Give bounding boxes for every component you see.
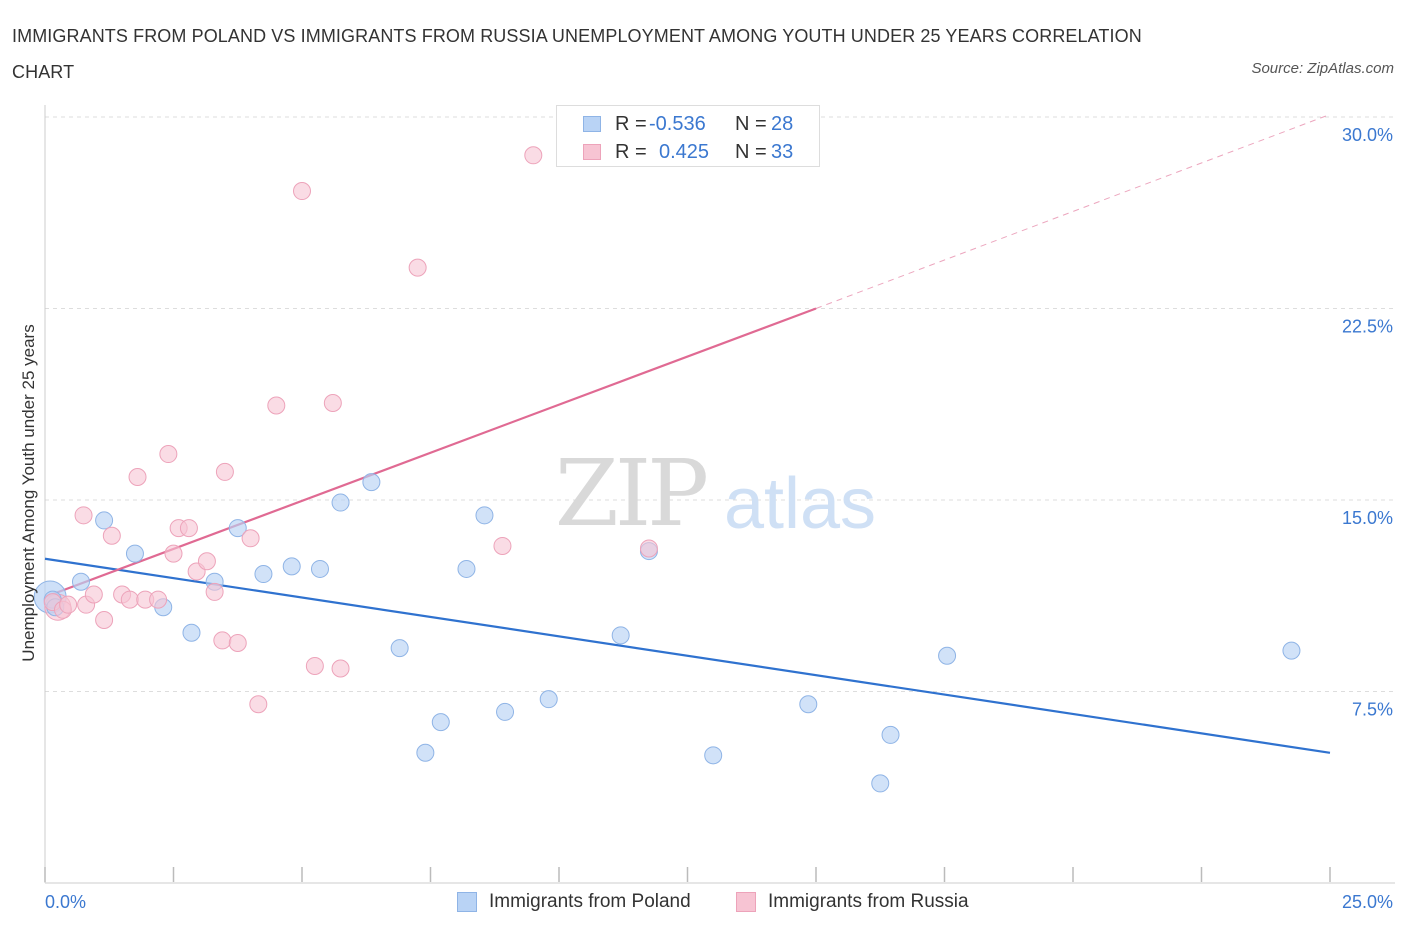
poland-point-18 [475, 506, 494, 525]
russia-legend-label: Immigrants from Russia [768, 891, 969, 912]
x-tick-label-0: 0.0% [45, 892, 86, 912]
poland-point-21 [611, 626, 630, 645]
russia-point-21 [215, 462, 234, 481]
poland-regression-line [44, 557, 1331, 754]
poland-legend-label: Immigrants from Poland [489, 891, 691, 912]
russia-point-26 [293, 182, 311, 201]
poland-point-11 [310, 559, 329, 578]
poland-point-24 [799, 695, 818, 714]
russia-point-25 [267, 396, 286, 415]
russia-r-label: R = [615, 141, 647, 163]
poland-point-19 [496, 702, 515, 721]
russia-point-27 [305, 656, 324, 675]
poland-point-6 [182, 623, 201, 642]
russia-point-19 [205, 582, 224, 601]
russia-point-10 [128, 468, 147, 487]
russia-r-value: 0.425 [659, 141, 710, 163]
x-tick-label-1: 25.0% [1342, 892, 1393, 912]
russia-point-22 [228, 633, 247, 652]
legend-row-russia: R = 0.425 N = 33 [557, 139, 819, 165]
russia-point-29 [331, 659, 350, 678]
correlation-legend: R = -0.536 N = 28 R = 0.425 N = 33 [556, 105, 820, 167]
poland-point-16 [431, 713, 450, 732]
y-tick-label-1: 15.0% [1342, 508, 1393, 528]
poland-point-12 [331, 493, 350, 512]
poland-point-27 [938, 646, 957, 665]
russia-point-7 [102, 526, 121, 545]
poland-swatch [583, 116, 601, 132]
russia-point-2 [59, 595, 78, 614]
source-label: Source: ZipAtlas.com [1251, 60, 1394, 77]
grid-lines [45, 116, 1395, 692]
russia-point-28 [323, 393, 342, 412]
poland-point-17 [457, 559, 476, 578]
axes [44, 105, 1395, 884]
y-tick-label-2: 22.5% [1342, 317, 1393, 337]
poland-point-26 [881, 725, 900, 744]
poland-n-label: N = [735, 113, 767, 135]
russia-n-label: N = [735, 141, 767, 163]
russia-point-20 [213, 631, 232, 650]
y-tick-label-0: 7.5% [1352, 700, 1393, 720]
poland-point-20 [539, 690, 558, 709]
russia-point-18 [197, 552, 216, 571]
y-tick-label-3: 30.0% [1342, 125, 1393, 145]
russia-point-13 [159, 445, 178, 464]
russia-n-value: 33 [771, 141, 794, 163]
poland-point-4 [125, 544, 144, 563]
russia-point-33 [639, 539, 658, 558]
regression-lines [44, 113, 1331, 754]
poland-point-28 [1282, 641, 1301, 660]
poland-r-label: R = [615, 113, 647, 135]
poland-r-value: -0.536 [649, 113, 706, 135]
poland-point-15 [416, 743, 435, 762]
russia-point-15 [164, 544, 183, 563]
russia-point-4 [74, 506, 93, 525]
poland-n-value: 28 [771, 113, 794, 135]
russia-legend-swatch [736, 892, 756, 912]
poland-point-2 [71, 572, 90, 591]
poland-point-9 [254, 565, 273, 584]
russia-point-9 [120, 590, 139, 609]
russia-swatch [583, 144, 601, 160]
russia-point-32 [524, 146, 543, 165]
watermark: ZIP atlas [555, 440, 876, 547]
legend-row-poland: R = -0.536 N = 28 [557, 111, 819, 137]
poland-point-13 [362, 473, 381, 492]
poland-point-25 [871, 774, 890, 793]
russia-point-23 [241, 529, 260, 548]
tick-labels: 7.5% 15.0% 22.5% 30.0% 0.0% 25.0% [45, 125, 1393, 912]
poland-point-23 [704, 746, 723, 765]
russia-point-16 [179, 519, 198, 538]
watermark-atlas: atlas [724, 464, 876, 544]
poland-point-3 [95, 511, 114, 530]
russia-point-5 [84, 585, 103, 604]
chart-title: IMMIGRANTS FROM POLAND VS IMMIGRANTS FRO… [12, 26, 1142, 82]
russia-point-12 [149, 590, 168, 609]
russia-point-30 [408, 258, 427, 277]
russia-point-6 [95, 611, 114, 630]
russia-point-31 [493, 536, 512, 555]
russia-point-24 [249, 695, 268, 714]
russia-regression-extension [815, 113, 1331, 309]
y-axis-label: Unemployment Among Youth under 25 years [19, 324, 38, 661]
watermark-zip: ZIP [555, 440, 706, 547]
poland-legend-swatch [457, 892, 477, 912]
poland-point-8 [228, 519, 247, 538]
poland-point-10 [282, 557, 301, 576]
data-points [33, 146, 1301, 793]
poland-point-14 [390, 639, 409, 658]
